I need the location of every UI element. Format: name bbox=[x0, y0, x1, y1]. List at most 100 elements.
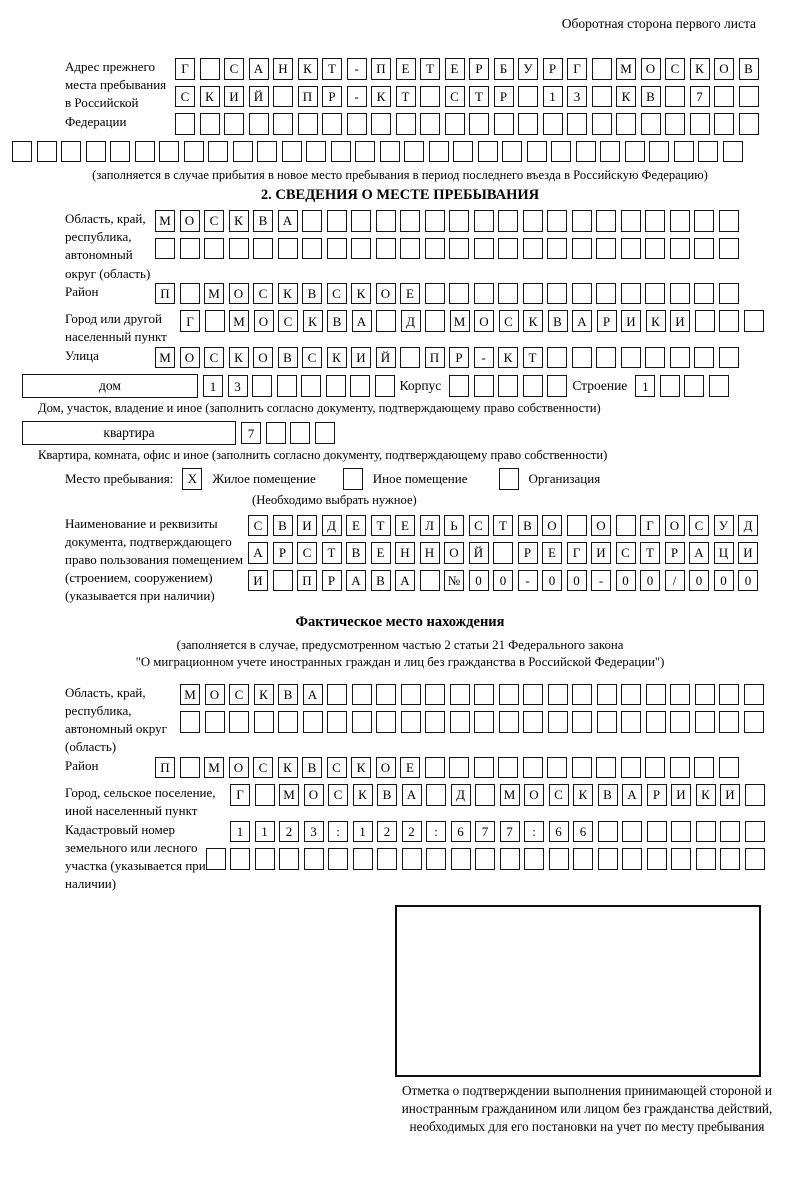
char-cell[interactable]: Г bbox=[180, 310, 200, 332]
char-cell[interactable] bbox=[228, 237, 249, 259]
char-cell[interactable] bbox=[498, 210, 518, 232]
char-cell[interactable] bbox=[371, 113, 391, 135]
char-cell[interactable] bbox=[522, 210, 543, 232]
char-cell[interactable] bbox=[597, 848, 618, 870]
char-cell[interactable]: 7 bbox=[241, 422, 261, 444]
char-cell[interactable] bbox=[646, 820, 667, 842]
char-cell[interactable]: 1 bbox=[352, 820, 373, 842]
char-cell[interactable]: Г bbox=[175, 58, 195, 80]
char-cell[interactable]: О bbox=[640, 58, 661, 80]
char-cell[interactable] bbox=[252, 375, 272, 397]
char-cell[interactable] bbox=[400, 711, 421, 733]
char-cell[interactable] bbox=[547, 237, 567, 259]
char-cell[interactable] bbox=[714, 85, 734, 107]
char-cell[interactable] bbox=[400, 346, 420, 369]
char-cell[interactable] bbox=[722, 140, 743, 162]
char-cell[interactable] bbox=[183, 140, 204, 162]
char-cell[interactable] bbox=[351, 711, 372, 733]
char-cell[interactable]: 7 bbox=[689, 85, 710, 107]
char-cell[interactable]: С bbox=[326, 756, 347, 779]
checkbox-residential[interactable]: X bbox=[182, 468, 203, 490]
char-cell[interactable] bbox=[624, 140, 645, 162]
char-cell[interactable]: 0 bbox=[713, 569, 734, 592]
char-cell[interactable] bbox=[522, 375, 543, 397]
char-cell[interactable] bbox=[273, 85, 293, 107]
char-cell[interactable]: М bbox=[204, 756, 224, 779]
char-cell[interactable] bbox=[591, 85, 612, 107]
char-cell[interactable] bbox=[205, 848, 226, 870]
char-cell[interactable]: / bbox=[664, 569, 685, 592]
char-cell[interactable] bbox=[526, 140, 547, 162]
char-cell[interactable]: Е bbox=[444, 58, 465, 80]
char-cell[interactable] bbox=[597, 820, 618, 842]
char-cell[interactable] bbox=[290, 422, 310, 444]
char-cell[interactable] bbox=[400, 237, 420, 259]
char-cell[interactable]: Т bbox=[522, 346, 543, 369]
char-cell[interactable]: 6 bbox=[450, 820, 471, 842]
char-cell[interactable]: М bbox=[204, 282, 224, 305]
char-cell[interactable] bbox=[548, 848, 569, 870]
char-cell[interactable] bbox=[547, 756, 567, 779]
char-cell[interactable] bbox=[694, 683, 715, 706]
char-cell[interactable]: И bbox=[351, 346, 371, 369]
char-cell[interactable] bbox=[670, 683, 690, 706]
char-cell[interactable]: - bbox=[473, 346, 494, 369]
char-cell[interactable] bbox=[175, 113, 195, 135]
char-cell[interactable] bbox=[208, 140, 228, 162]
char-cell[interactable] bbox=[375, 237, 396, 259]
char-cell[interactable]: К bbox=[689, 58, 710, 80]
char-cell[interactable]: О bbox=[228, 282, 249, 305]
char-cell[interactable] bbox=[621, 711, 641, 733]
char-cell[interactable] bbox=[524, 848, 544, 870]
char-cell[interactable]: : bbox=[328, 820, 348, 842]
char-cell[interactable]: О bbox=[375, 756, 396, 779]
char-cell[interactable]: С bbox=[278, 310, 298, 332]
char-cell[interactable]: Г bbox=[640, 514, 660, 537]
char-cell[interactable]: 2 bbox=[377, 820, 397, 842]
char-cell[interactable] bbox=[303, 848, 324, 870]
char-cell[interactable] bbox=[670, 711, 690, 733]
char-cell[interactable]: К bbox=[371, 85, 391, 107]
char-cell[interactable] bbox=[620, 210, 641, 232]
char-cell[interactable]: О bbox=[714, 58, 734, 80]
char-cell[interactable] bbox=[204, 310, 225, 332]
char-cell[interactable] bbox=[596, 756, 616, 779]
char-cell[interactable]: С bbox=[175, 85, 195, 107]
char-cell[interactable]: О bbox=[253, 310, 274, 332]
char-cell[interactable] bbox=[426, 848, 446, 870]
char-cell[interactable] bbox=[376, 711, 396, 733]
char-cell[interactable]: 1 bbox=[542, 85, 563, 107]
char-cell[interactable]: 3 bbox=[567, 85, 587, 107]
char-cell[interactable] bbox=[669, 346, 690, 369]
char-cell[interactable]: - bbox=[517, 569, 538, 592]
char-cell[interactable] bbox=[575, 140, 596, 162]
char-cell[interactable]: - bbox=[591, 569, 611, 592]
char-cell[interactable] bbox=[355, 140, 375, 162]
char-cell[interactable]: К bbox=[573, 784, 593, 806]
char-cell[interactable]: С bbox=[665, 58, 685, 80]
char-cell[interactable] bbox=[180, 711, 200, 733]
char-cell[interactable] bbox=[473, 756, 494, 779]
char-cell[interactable] bbox=[395, 113, 416, 135]
char-cell[interactable]: С bbox=[204, 210, 224, 232]
char-cell[interactable]: В bbox=[327, 310, 347, 332]
char-cell[interactable]: О bbox=[179, 346, 200, 369]
char-cell[interactable]: Р bbox=[272, 542, 293, 564]
char-cell[interactable]: Е bbox=[346, 514, 366, 537]
char-cell[interactable] bbox=[375, 210, 396, 232]
char-cell[interactable]: Г bbox=[567, 58, 587, 80]
char-cell[interactable] bbox=[351, 683, 372, 706]
checkbox-organization[interactable] bbox=[498, 468, 519, 490]
char-cell[interactable] bbox=[498, 282, 518, 305]
char-cell[interactable]: К bbox=[277, 282, 298, 305]
char-cell[interactable]: : bbox=[524, 820, 544, 842]
char-cell[interactable] bbox=[473, 375, 494, 397]
char-cell[interactable] bbox=[376, 310, 396, 332]
char-cell[interactable] bbox=[522, 237, 543, 259]
char-cell[interactable]: Е bbox=[370, 542, 391, 564]
checkbox-other-premises[interactable] bbox=[342, 468, 363, 490]
char-cell[interactable] bbox=[591, 58, 612, 80]
char-cell[interactable] bbox=[498, 711, 519, 733]
char-cell[interactable]: К bbox=[277, 756, 298, 779]
char-cell[interactable] bbox=[498, 375, 519, 397]
